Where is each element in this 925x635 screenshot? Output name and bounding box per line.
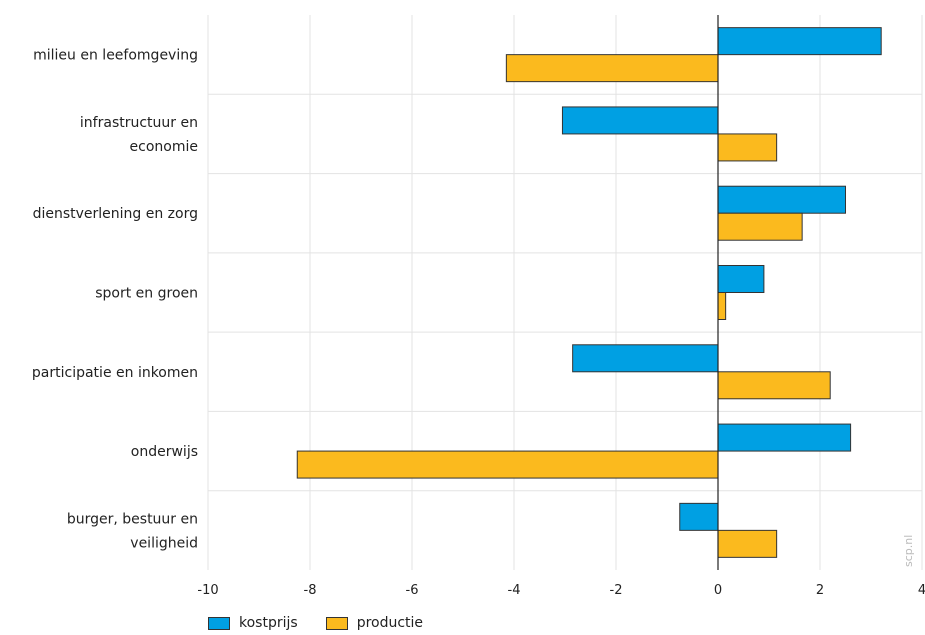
bar-productie-onderwijs (296, 450, 719, 479)
x-tick-label-2: 2 (816, 583, 824, 598)
bar-productie-participatie-en-inkomen (717, 371, 831, 400)
x-tick-label-10: -10 (197, 583, 218, 598)
category-label-participatie-en-inkomen: participatie en inkomen (32, 365, 198, 381)
category-label-burger-bestuur-en: burger, bestuur en (67, 511, 198, 527)
legend-swatch-productie (325, 616, 348, 630)
x-tick-label-0: 0 (714, 583, 722, 598)
bar-kostprijs-dienstverlening-en-zorg (717, 185, 846, 214)
bar-productie-burger-bestuur-en-veiligheid (717, 529, 778, 558)
bars (296, 27, 882, 558)
category-label-veiligheid: veiligheid (130, 535, 198, 551)
category-label-infrastructuur-en: infrastructuur en (80, 115, 198, 131)
x-tick-label-8: -8 (304, 583, 317, 598)
category-labels: milieu en leefomgeving infrastructuur en e… (32, 48, 198, 552)
bar-kostprijs-infrastructuur-en-economie (561, 106, 719, 135)
bar-kostprijs-onderwijs (717, 423, 852, 452)
bar-productie-infrastructuur-en-economie (717, 133, 778, 162)
bar-productie-dienstverlening-en-zorg (717, 212, 803, 241)
category-label-milieu-en-leefomgeving: milieu en leefomgeving (33, 48, 198, 64)
category-label-onderwijs: onderwijs (131, 444, 198, 460)
category-label-sport-en-groen: sport en groen (95, 286, 198, 302)
bar-productie-sport-en-groen (717, 292, 727, 320)
grid (207, 15, 923, 570)
x-tick-label-4: -4 (508, 583, 521, 598)
bar-kostprijs-sport-en-groen (717, 265, 765, 293)
legend-label-kostprijs: kostprijs (239, 615, 298, 631)
x-tick-label-6: -6 (406, 583, 419, 598)
legend-label-productie: productie (356, 615, 424, 631)
category-label-economie: economie (130, 139, 198, 155)
watermark: scp.nl (902, 535, 915, 567)
bar-kostprijs-participatie-en-inkomen (572, 344, 719, 373)
category-label-dienstverlening-en-zorg: dienstverlening en zorg (33, 206, 198, 222)
bar-productie-milieu-en-leefomgeving (505, 54, 719, 83)
bar-kostprijs-burger-bestuur-en-veiligheid (679, 502, 719, 531)
x-tick-label-2: -2 (610, 583, 623, 598)
legend-item-kostprijs: kostprijs (208, 615, 298, 631)
legend: kostprijs productie (208, 612, 451, 634)
x-tick-label-4: 4 (918, 583, 925, 598)
x-tick-labels: -10 -8 -6 -4 -2 0 2 4 (197, 583, 925, 598)
legend-swatch-kostprijs (208, 616, 230, 630)
bar-kostprijs-milieu-en-leefomgeving (717, 27, 882, 56)
legend-item-productie: productie (325, 615, 424, 631)
